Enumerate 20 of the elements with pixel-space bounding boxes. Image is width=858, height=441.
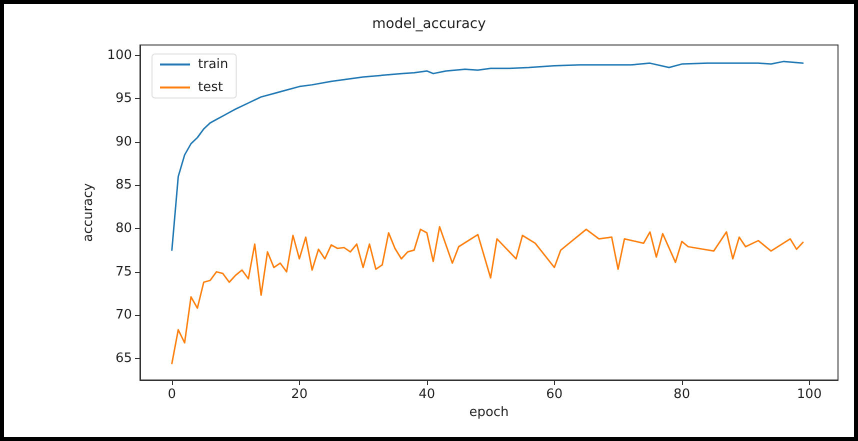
x-axis-title: epoch [469,405,509,420]
y-tick-label: 75 [115,264,132,280]
y-tick-label: 80 [115,221,132,236]
y-tick-label: 65 [115,350,132,366]
y-tick-label: 85 [115,178,132,193]
x-tick-label: 20 [291,387,308,402]
legend-label: test [198,80,223,95]
legend-label: train [198,57,228,72]
x-tick-label: 0 [168,387,176,402]
x-tick-label: 80 [674,387,690,402]
y-tick-label: 95 [115,91,132,106]
x-tick-label: 100 [796,387,822,402]
x-tick-label: 60 [546,387,563,402]
y-tick-label: 70 [115,308,132,323]
y-tick-label: 90 [115,134,132,150]
line-series [171,226,804,364]
y-axis-title: accuracy [81,182,96,242]
y-tick-label: 100 [107,48,132,63]
chart-title: model_accuracy [372,16,486,32]
x-tick-label: 40 [418,387,436,402]
